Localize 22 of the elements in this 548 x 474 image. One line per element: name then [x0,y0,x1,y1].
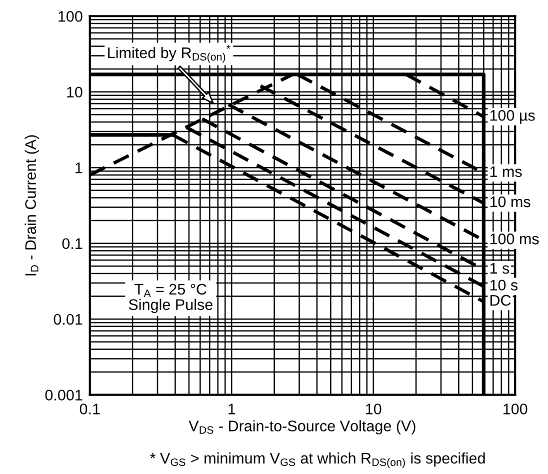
series-label: 10 s [490,280,518,291]
x-tick-label: 10 [366,404,382,414]
x-tick-label: 100 [504,404,528,414]
x-tick-label: 1 [228,404,236,414]
y-tick-label: 100 [58,10,82,22]
x-tick-label: 0.1 [80,404,100,414]
y-axis-title: I$_{D}$ - Drain Current (A) [24,135,40,276]
series-label: 1 s [490,263,510,274]
y-tick-label: 0.1 [62,238,82,250]
series-label: 10 ms [490,196,530,208]
annotation: T$_{A}$ = 25 °C Single Pulse [128,284,212,314]
y-tick-label: 0.01 [54,314,82,325]
annotation: Limited by R$_{DS(on)}$$^{*}$ [108,45,230,63]
series-label: 100 ms [490,234,539,244]
y-tick-label: 1 [76,162,82,174]
y-tick-label: 10 [67,86,82,98]
y-tick-label: 0.001 [45,390,82,401]
series-label: 1 ms [490,166,522,178]
series-label: DC [490,294,511,306]
text: * V$_{GS}$ > minimum V$_{GS}$ at which R$_{DS(on)}$ is specified [150,452,485,468]
series-label: 100 µs [490,110,535,124]
x-axis-title: V$_{DS}$ - Drain-to-Source Voltage (V) [188,420,416,434]
